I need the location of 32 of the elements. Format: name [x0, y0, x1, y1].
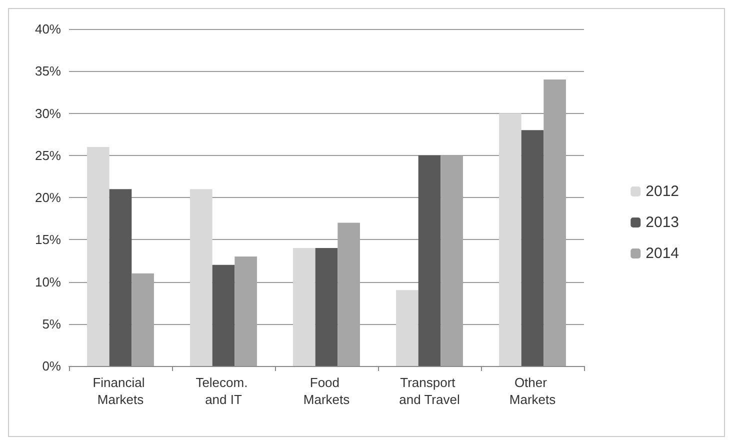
- y-tick-label: 5%: [42, 316, 62, 332]
- y-tick-label: 0%: [42, 358, 62, 374]
- bar: [234, 256, 257, 366]
- legend-label: 2012: [646, 183, 680, 200]
- bar: [396, 290, 418, 366]
- x-tick-label: Food Markets: [303, 375, 350, 407]
- bar: [109, 189, 132, 366]
- bar: [338, 222, 360, 366]
- y-tick-label: 40%: [34, 22, 62, 36]
- x-tick-label: Other Markets: [509, 375, 556, 407]
- bar: [440, 155, 463, 366]
- bar: [521, 130, 544, 366]
- y-tick-label: 15%: [34, 232, 62, 248]
- bar: [293, 248, 316, 366]
- bar: [499, 113, 522, 366]
- y-tick-label: 25%: [34, 148, 62, 163]
- bar: [132, 273, 154, 366]
- x-tick-label: Telecom. and IT: [196, 375, 252, 407]
- bar: [190, 189, 212, 366]
- bar: [315, 248, 338, 366]
- bar: [418, 155, 441, 366]
- y-tick-label: 30%: [34, 106, 62, 121]
- y-tick-label: 35%: [34, 64, 62, 79]
- y-tick-label: 20%: [34, 190, 62, 205]
- bar: [544, 80, 566, 366]
- x-tick-label: Financial Markets: [92, 375, 148, 407]
- bar: [87, 146, 110, 366]
- x-tick-label: Transport and Travel: [399, 375, 460, 407]
- y-tick-label: 10%: [34, 274, 62, 290]
- bar: [212, 264, 235, 366]
- legend-label: 2014: [646, 245, 680, 262]
- legend-label: 2013: [646, 214, 680, 231]
